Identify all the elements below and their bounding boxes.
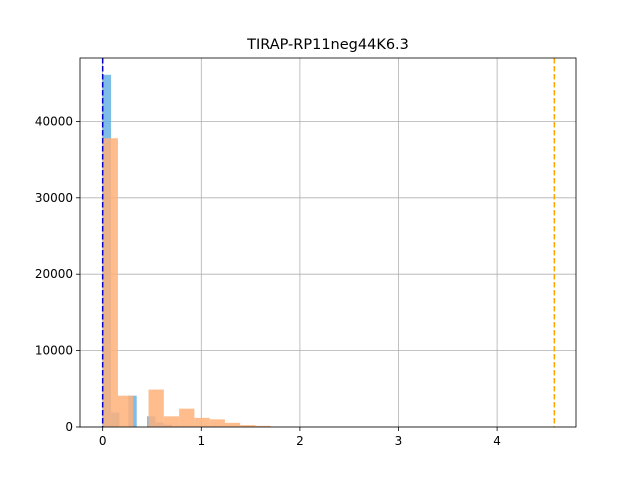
x-tick-label: 3	[395, 434, 403, 448]
histogram-bar	[209, 419, 225, 427]
y-tick-label: 20000	[35, 267, 73, 281]
histogram-bar	[255, 425, 271, 427]
histogram-bar	[224, 422, 241, 427]
histogram-bar	[179, 408, 195, 427]
y-tick-label: 0	[65, 420, 73, 434]
reference-lines	[101, 58, 556, 427]
x-tick-label: 4	[493, 434, 501, 448]
y-tick-label: 40000	[35, 114, 73, 128]
x-tick-label: 0	[99, 434, 107, 448]
histogram-bar	[163, 416, 180, 427]
y-tick-label: 10000	[35, 344, 73, 358]
plot-frame	[79, 57, 577, 428]
histogram-bar	[240, 425, 256, 427]
histogram-bar	[194, 417, 210, 427]
axis-ticks: 0 1 2 3 4 0 10000 20000 30000 40000	[35, 114, 501, 448]
grid-lines	[80, 58, 576, 428]
x-tick-label: 2	[296, 434, 304, 448]
y-tick-label: 30000	[35, 191, 73, 205]
histogram-bar	[117, 395, 134, 427]
histogram-bar	[148, 389, 164, 427]
histogram-bar	[102, 138, 118, 427]
chart-title: TIRAP-RP11neg44K6.3	[246, 37, 409, 53]
histogram-bars	[102, 74, 271, 427]
x-tick-label: 1	[197, 434, 205, 448]
